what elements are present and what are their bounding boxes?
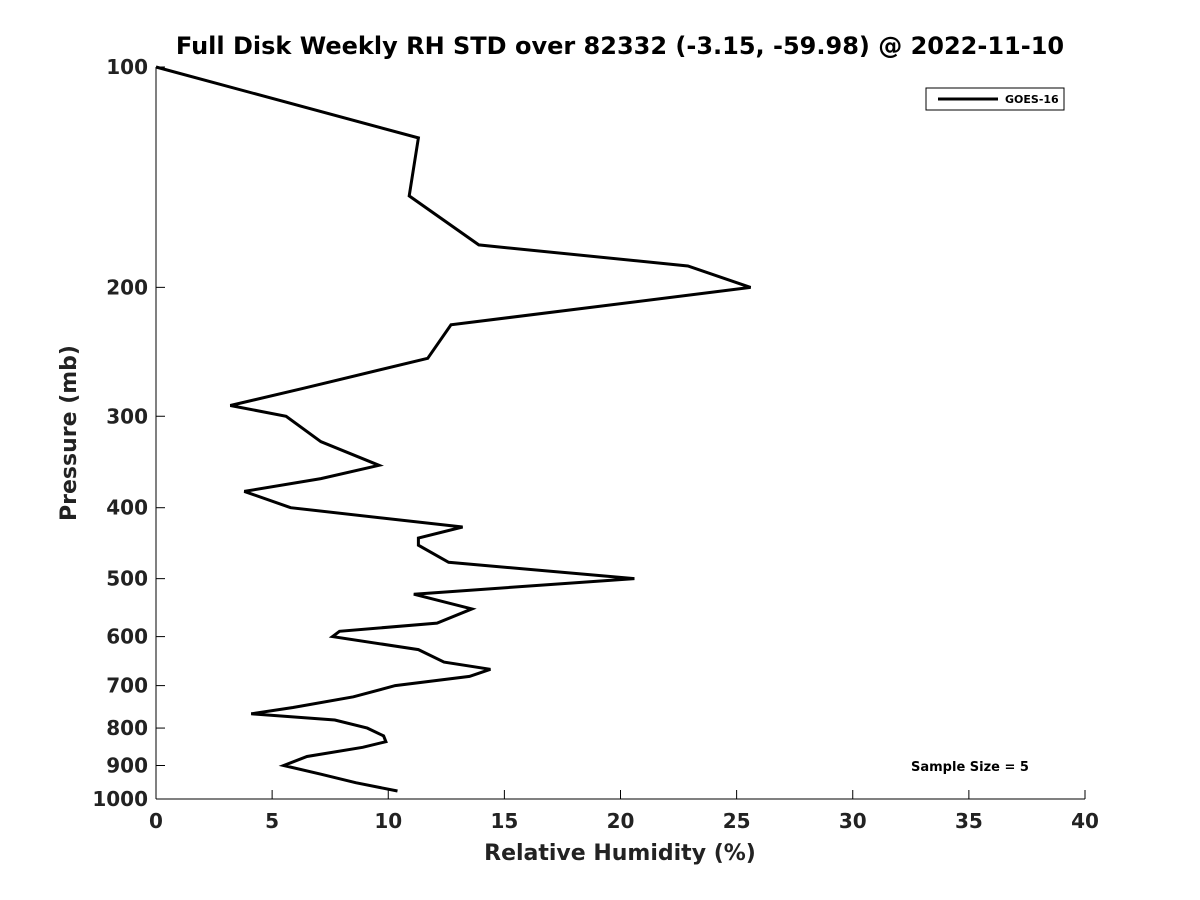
y-tick-label: 700 bbox=[106, 674, 148, 698]
legend-label-goes-16: GOES-16 bbox=[1005, 93, 1059, 106]
sample-size-annotation: Sample Size = 5 bbox=[911, 760, 1029, 775]
x-tick-label: 40 bbox=[1071, 809, 1099, 833]
x-tick-label: 5 bbox=[265, 809, 279, 833]
series-line-goes-16 bbox=[155, 65, 752, 793]
series-layer bbox=[155, 65, 752, 793]
y-tick-label: 500 bbox=[106, 567, 148, 591]
y-tick-label: 100 bbox=[106, 55, 148, 79]
y-tick-label: 300 bbox=[106, 404, 148, 428]
x-tick-label: 20 bbox=[607, 809, 635, 833]
x-tick-label: 15 bbox=[490, 809, 518, 833]
y-axis-label: Pressure (mb) bbox=[57, 345, 82, 521]
legend: GOES-16 bbox=[925, 87, 1065, 111]
y-tick-label: 1000 bbox=[92, 787, 148, 811]
x-axis-label: Relative Humidity (%) bbox=[484, 841, 756, 866]
y-tick-label: 200 bbox=[106, 275, 148, 299]
y-tick-label: 400 bbox=[106, 496, 148, 520]
x-tick-label: 0 bbox=[149, 809, 163, 833]
axes: 0 5 10 15 20 25 30 35 40 100 200 300 400 500 600 700 800… bbox=[92, 55, 1099, 833]
y-tick-label: 800 bbox=[106, 716, 148, 740]
y-tick-label: 600 bbox=[106, 625, 148, 649]
chart-title: Full Disk Weekly RH STD over 82332 (-3.1… bbox=[176, 32, 1064, 60]
y-tick-label: 900 bbox=[106, 754, 148, 778]
x-tick-label: 35 bbox=[955, 809, 983, 833]
x-tick-label: 10 bbox=[374, 809, 402, 833]
x-tick-label: 30 bbox=[839, 809, 867, 833]
x-tick-label: 25 bbox=[723, 809, 751, 833]
